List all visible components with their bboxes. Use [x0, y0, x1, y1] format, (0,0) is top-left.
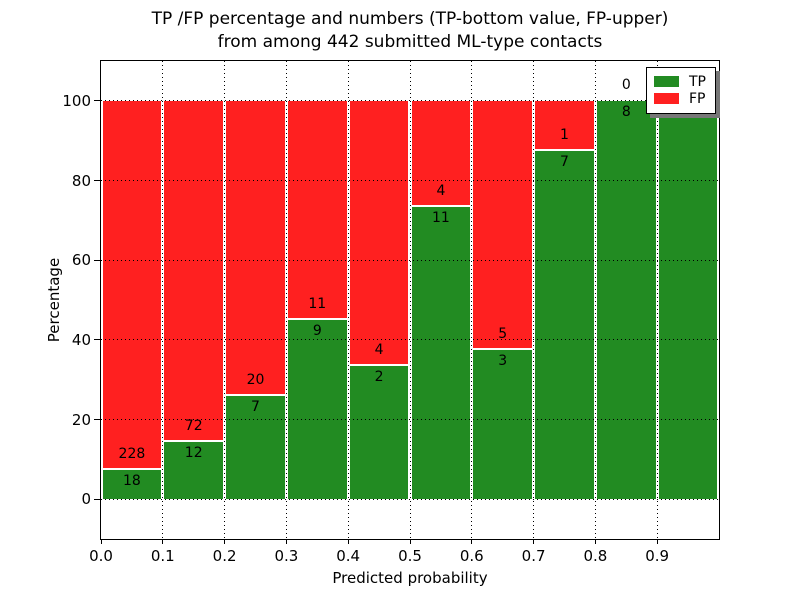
chart-title-line2: from among 442 submitted ML-type contact… [217, 32, 603, 52]
y-tick-label: 20 [71, 410, 91, 429]
y-tick [94, 180, 100, 181]
x-tick-label: 0.4 [336, 547, 361, 565]
x-tick [347, 539, 349, 544]
tp-count-label: 12 [184, 445, 203, 462]
tp-count-label: 8 [621, 103, 631, 120]
gridline-vertical [533, 61, 535, 539]
y-tick [94, 259, 100, 261]
y-tick [94, 419, 100, 420]
chart-title: TP /FP percentage and numbers (TP-bottom… [100, 8, 720, 54]
bar-segment-tp [596, 100, 656, 500]
gridline-vertical [471, 61, 473, 539]
fp-count-label: 0 [621, 76, 631, 93]
y-tick-label: 40 [71, 330, 91, 349]
bar-segment-tp [535, 150, 594, 500]
x-tick-label: 0.7 [521, 547, 546, 565]
x-tick [162, 539, 164, 544]
y-tick-label: 0 [81, 490, 91, 509]
y-tick [94, 498, 100, 500]
fp-count-label: 11 [308, 295, 327, 312]
bar-segment-fp [164, 100, 224, 443]
bar-segment-tp [349, 366, 409, 500]
x-tick [533, 539, 535, 544]
fp-count-label: 4 [374, 342, 384, 359]
tp-count-label: 2 [374, 369, 384, 386]
fp-count-label: 72 [184, 418, 203, 435]
x-tick [656, 539, 658, 544]
tp-count-label: 7 [560, 153, 569, 170]
fp-count-label: 228 [118, 446, 146, 463]
y-tick-label: 80 [71, 171, 91, 190]
gridline-vertical [162, 61, 164, 539]
bar-segment-tp [658, 100, 718, 500]
bar-segment-tp [411, 207, 471, 500]
x-tick-label: 0.3 [274, 547, 299, 565]
x-tick-label: 0.5 [398, 547, 422, 565]
chart-title-line1: TP /FP percentage and numbers (TP-bottom… [151, 9, 669, 29]
bar-segment-tp [226, 395, 285, 500]
fp-count-label: 5 [498, 325, 508, 342]
gridline-vertical [594, 61, 596, 539]
bar-segment-fp [535, 100, 594, 151]
x-tick [471, 539, 473, 544]
x-tick-label: 0.1 [150, 547, 175, 565]
y-tick-label: 60 [71, 251, 91, 270]
x-tick-label: 0.9 [645, 547, 670, 565]
x-tick-label: 0.2 [212, 547, 237, 565]
legend-swatch-fp [654, 93, 679, 104]
x-tick [409, 539, 411, 544]
legend-label-tp: TP [689, 73, 706, 90]
fp-count-label: 1 [560, 126, 569, 143]
legend: TP FP [646, 67, 716, 114]
gridline-vertical [285, 61, 287, 539]
y-tick [94, 100, 100, 102]
x-tick-label: 0.0 [89, 547, 113, 565]
gridline-vertical [656, 61, 658, 539]
tp-count-label: 3 [498, 352, 508, 369]
bar-segment-tp [473, 349, 533, 500]
legend-label-fp: FP [689, 90, 706, 107]
y-tick [94, 339, 100, 341]
x-tick [594, 539, 596, 544]
bar-segment-fp [411, 100, 471, 208]
x-tick-label: 0.8 [583, 547, 608, 565]
x-axis-label: Predicted probability [332, 569, 488, 587]
gridline-vertical [347, 61, 349, 539]
x-tick [285, 539, 287, 544]
x-tick [100, 539, 102, 544]
fp-count-label: 4 [436, 183, 446, 200]
x-tick [224, 539, 226, 544]
bar-segment-tp [164, 442, 224, 500]
tp-count-label: 7 [251, 398, 260, 415]
gridline-vertical [224, 61, 226, 539]
x-tick-label: 0.6 [459, 547, 484, 565]
plot-area: Percentage Predicted probability TP FP 1… [45, 60, 720, 587]
tp-count-label: 9 [312, 322, 322, 339]
gridline-vertical [409, 61, 411, 539]
legend-item-fp: FP [654, 90, 707, 107]
bar-segment-fp [226, 100, 285, 396]
bar-segment-tp [287, 319, 347, 500]
bar-segment-fp [473, 100, 533, 350]
tp-count-label: 11 [431, 210, 450, 227]
bar-segment-tp [102, 470, 162, 500]
legend-item-tp: TP [654, 73, 707, 90]
tp-count-label: 18 [122, 473, 141, 490]
legend-swatch-tp [654, 76, 679, 87]
fp-count-label: 20 [246, 371, 265, 388]
bar-segment-fp [102, 100, 162, 470]
bar-segment-fp [287, 100, 347, 320]
bar-segment-fp [349, 100, 409, 367]
y-tick-label: 100 [62, 91, 91, 110]
